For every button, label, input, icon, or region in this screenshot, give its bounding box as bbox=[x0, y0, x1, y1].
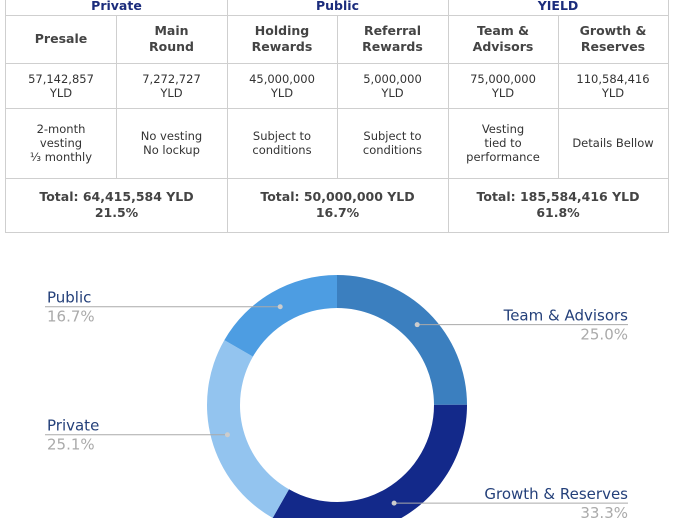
cell-line: Presale bbox=[34, 31, 88, 46]
allocation-table: Private Public YIELD Presale Main Round Holdin… bbox=[0, 0, 675, 240]
cell-line: Advisors bbox=[472, 39, 534, 54]
cell-line: 75,000,000 bbox=[470, 71, 536, 86]
slice-value: 25.1% bbox=[47, 436, 95, 454]
cell-line: Rewards bbox=[362, 39, 423, 54]
cell-line: Referral bbox=[363, 23, 422, 38]
slice-value: 33.3% bbox=[580, 504, 628, 518]
cell-line: Growth & bbox=[579, 23, 647, 38]
amount-cell: 57,142,857 YLD bbox=[5, 63, 117, 109]
cell-line: No lockup bbox=[143, 143, 200, 157]
cell-line: Total: 185,584,416 YLD bbox=[476, 189, 640, 204]
condition-cell: 2-month vesting ⅓ monthly bbox=[5, 108, 117, 179]
cell-line: 5,000,000 bbox=[363, 71, 422, 86]
cell-line: 61.8% bbox=[536, 205, 580, 220]
cell-line: 110,584,416 bbox=[576, 71, 650, 86]
cell-line: tied to bbox=[484, 136, 522, 150]
amount-cell: 75,000,000 YLD bbox=[448, 63, 559, 109]
slice-label: Private bbox=[47, 417, 99, 435]
cell-line: Subject to bbox=[252, 129, 312, 143]
cell-line: Subject to bbox=[363, 129, 422, 143]
condition-cell: No vesting No lockup bbox=[116, 108, 228, 179]
header-cell: Main Round bbox=[116, 15, 228, 64]
cell-line: 2-month bbox=[36, 122, 86, 136]
leader-dot bbox=[277, 304, 283, 310]
cell-line: YLD bbox=[270, 85, 294, 100]
slice-label: Public bbox=[47, 289, 91, 307]
amount-cell: 7,272,727 YLD bbox=[116, 63, 228, 109]
donut-segment bbox=[224, 275, 337, 357]
cell-line: No vesting bbox=[140, 129, 203, 143]
cell-line: Total: 50,000,000 YLD bbox=[260, 189, 415, 204]
leader-dot bbox=[391, 500, 397, 506]
cell-line: YLD bbox=[49, 85, 73, 100]
group-title: Public bbox=[316, 0, 359, 13]
group-header: Private bbox=[5, 0, 228, 16]
cell-line: vesting bbox=[39, 136, 83, 150]
group-header: YIELD bbox=[448, 0, 669, 16]
condition-cell: Subject to conditions bbox=[227, 108, 338, 179]
cell-line: Details Bellow bbox=[572, 136, 654, 150]
leader-dot bbox=[224, 432, 230, 438]
header-cell: Growth & Reserves bbox=[558, 15, 669, 64]
slice-label: Growth & Reserves bbox=[484, 485, 628, 503]
cell-line: Reserves bbox=[580, 39, 646, 54]
donut-segment bbox=[337, 275, 467, 405]
cell-line: conditions bbox=[252, 143, 312, 157]
amount-cell: 5,000,000 YLD bbox=[337, 63, 449, 109]
total-cell: Total: 185,584,416 YLD 61.8% bbox=[448, 178, 669, 233]
condition-cell: Details Bellow bbox=[558, 108, 669, 179]
cell-line: 16.7% bbox=[315, 205, 360, 220]
cell-line: YLD bbox=[491, 85, 515, 100]
condition-cell: Subject to conditions bbox=[337, 108, 449, 179]
cell-line: YLD bbox=[160, 85, 183, 100]
donut-segment bbox=[272, 404, 468, 518]
condition-cell: Vesting tied to performance bbox=[448, 108, 559, 179]
cell-line: YLD bbox=[601, 85, 625, 100]
cell-line: Main bbox=[154, 23, 189, 38]
header-cell: Team & Advisors bbox=[448, 15, 559, 64]
cell-line: performance bbox=[466, 150, 540, 164]
total-cell: Total: 50,000,000 YLD 16.7% bbox=[227, 178, 449, 233]
cell-line: 45,000,000 bbox=[249, 71, 315, 86]
cell-line: Vesting bbox=[481, 122, 525, 136]
total-cell: Total: 64,415,584 YLD 21.5% bbox=[5, 178, 228, 233]
cell-line: 21.5% bbox=[94, 205, 139, 220]
cell-line: Total: 64,415,584 YLD bbox=[39, 189, 194, 204]
header-cell: Referral Rewards bbox=[337, 15, 449, 64]
cell-line: Team & bbox=[476, 23, 530, 38]
cell-line: Holding bbox=[254, 23, 310, 38]
group-title: Private bbox=[91, 0, 142, 13]
amount-cell: 45,000,000 YLD bbox=[227, 63, 338, 109]
group-title: YIELD bbox=[537, 0, 579, 13]
leader-dot bbox=[414, 322, 420, 328]
donut-segment bbox=[206, 340, 289, 518]
slice-value: 25.0% bbox=[580, 326, 628, 344]
cell-line: 7,272,727 bbox=[142, 71, 201, 86]
header-cell: Presale bbox=[5, 15, 117, 64]
cell-line: Round bbox=[149, 39, 194, 54]
cell-line: Rewards bbox=[251, 39, 313, 54]
slice-value: 16.7% bbox=[47, 308, 95, 326]
cell-line: YLD bbox=[381, 85, 404, 100]
cell-line: 57,142,857 bbox=[28, 71, 94, 86]
cell-line: ⅓ monthly bbox=[29, 150, 93, 164]
amount-cell: 110,584,416 YLD bbox=[558, 63, 669, 109]
cell-line: conditions bbox=[362, 143, 423, 157]
slice-label: Team & Advisors bbox=[503, 307, 629, 325]
header-cell: Holding Rewards bbox=[227, 15, 338, 64]
group-header: Public bbox=[227, 0, 449, 16]
